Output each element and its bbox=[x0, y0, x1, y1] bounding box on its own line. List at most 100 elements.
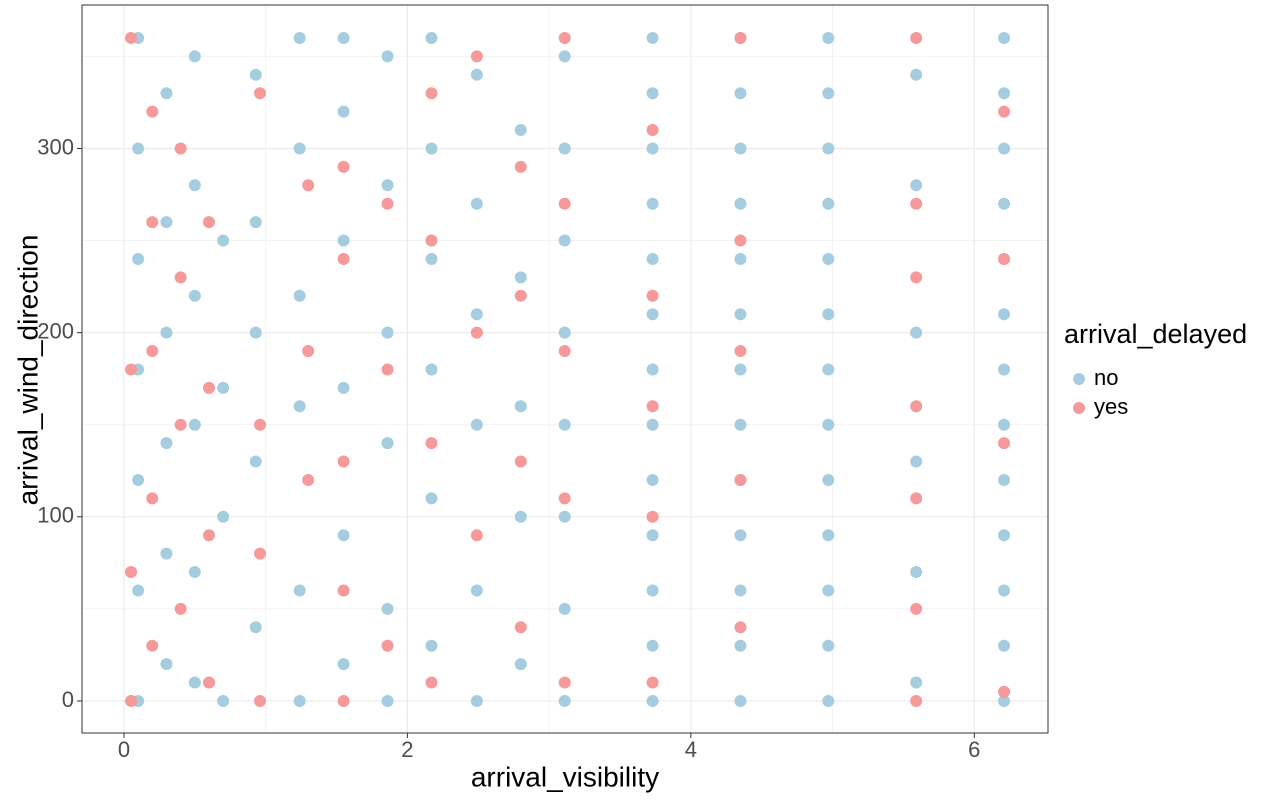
point bbox=[998, 87, 1011, 100]
point bbox=[249, 216, 262, 229]
point bbox=[998, 142, 1011, 155]
point bbox=[293, 400, 306, 413]
point bbox=[998, 584, 1011, 597]
point bbox=[910, 694, 923, 707]
point bbox=[337, 529, 350, 542]
point bbox=[646, 87, 659, 100]
point bbox=[470, 308, 483, 321]
point bbox=[160, 326, 173, 339]
point bbox=[249, 621, 262, 634]
point bbox=[381, 437, 394, 450]
y-axis-label: arrival_wind_direction bbox=[12, 235, 43, 506]
point bbox=[470, 584, 483, 597]
point bbox=[822, 252, 835, 265]
point bbox=[998, 694, 1011, 707]
point bbox=[202, 381, 215, 394]
y-tick-label: 100 bbox=[37, 503, 74, 528]
point bbox=[822, 639, 835, 652]
point bbox=[337, 694, 350, 707]
point bbox=[514, 621, 527, 634]
point bbox=[125, 566, 138, 579]
point bbox=[188, 50, 201, 63]
point bbox=[381, 694, 394, 707]
point bbox=[910, 492, 923, 505]
point bbox=[160, 87, 173, 100]
point bbox=[646, 676, 659, 689]
point bbox=[822, 418, 835, 431]
point bbox=[734, 621, 747, 634]
point bbox=[425, 676, 438, 689]
point bbox=[998, 308, 1011, 321]
legend-marker bbox=[1073, 373, 1085, 385]
point bbox=[514, 455, 527, 468]
x-axis-label: arrival_visibility bbox=[471, 761, 659, 792]
point bbox=[217, 510, 230, 523]
point bbox=[160, 658, 173, 671]
point bbox=[822, 363, 835, 376]
point bbox=[998, 197, 1011, 210]
point bbox=[734, 142, 747, 155]
point bbox=[910, 31, 923, 44]
point bbox=[470, 326, 483, 339]
point bbox=[822, 694, 835, 707]
point bbox=[254, 87, 267, 100]
point bbox=[558, 326, 571, 339]
point bbox=[646, 639, 659, 652]
point bbox=[646, 400, 659, 413]
point bbox=[160, 547, 173, 560]
point bbox=[381, 197, 394, 210]
point bbox=[470, 529, 483, 542]
point bbox=[125, 363, 138, 376]
point bbox=[910, 197, 923, 210]
point bbox=[302, 179, 315, 192]
point bbox=[734, 345, 747, 358]
point bbox=[337, 160, 350, 173]
point bbox=[202, 529, 215, 542]
point bbox=[734, 584, 747, 597]
point bbox=[646, 252, 659, 265]
point bbox=[558, 602, 571, 615]
point bbox=[646, 31, 659, 44]
point bbox=[646, 142, 659, 155]
point bbox=[646, 694, 659, 707]
point bbox=[998, 639, 1011, 652]
point bbox=[558, 197, 571, 210]
point bbox=[998, 252, 1011, 265]
point bbox=[910, 179, 923, 192]
point bbox=[646, 510, 659, 523]
point bbox=[822, 308, 835, 321]
point bbox=[174, 271, 187, 284]
point bbox=[188, 179, 201, 192]
point bbox=[293, 584, 306, 597]
point bbox=[302, 345, 315, 358]
point bbox=[470, 50, 483, 63]
point bbox=[381, 326, 394, 339]
point bbox=[734, 252, 747, 265]
y-tick-label: 0 bbox=[62, 687, 74, 712]
point bbox=[188, 676, 201, 689]
point bbox=[734, 234, 747, 247]
point bbox=[217, 694, 230, 707]
point bbox=[910, 602, 923, 615]
point bbox=[425, 252, 438, 265]
point bbox=[146, 216, 159, 229]
point bbox=[734, 418, 747, 431]
point bbox=[254, 694, 267, 707]
point bbox=[146, 345, 159, 358]
point bbox=[558, 31, 571, 44]
point bbox=[381, 363, 394, 376]
x-tick-label: 4 bbox=[685, 737, 697, 762]
point bbox=[337, 658, 350, 671]
point bbox=[160, 216, 173, 229]
point bbox=[998, 685, 1011, 698]
point bbox=[381, 639, 394, 652]
point bbox=[174, 418, 187, 431]
point bbox=[132, 584, 145, 597]
point bbox=[337, 455, 350, 468]
point bbox=[514, 510, 527, 523]
point bbox=[910, 400, 923, 413]
point bbox=[249, 68, 262, 81]
point bbox=[174, 142, 187, 155]
